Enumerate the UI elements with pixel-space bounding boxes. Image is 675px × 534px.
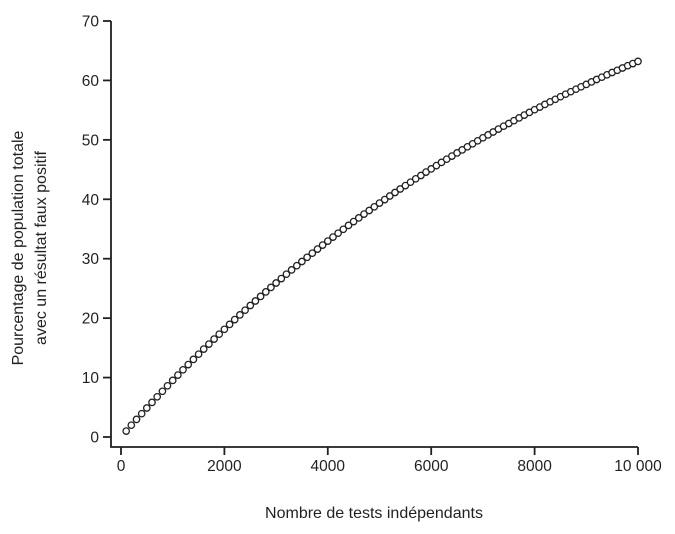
data-point <box>365 206 374 215</box>
y-tick-label: 60 <box>82 73 100 90</box>
data-point <box>174 371 182 379</box>
data-point <box>292 261 301 270</box>
data-series-markers <box>122 57 642 435</box>
data-point <box>318 241 327 249</box>
data-point <box>360 210 368 218</box>
data-point <box>251 297 260 305</box>
data-point <box>303 253 311 262</box>
data-point <box>220 325 229 334</box>
data-point <box>205 340 213 348</box>
data-point <box>344 221 353 230</box>
x-tick-label: 2000 <box>207 458 242 475</box>
y-tick-label: 20 <box>82 311 100 328</box>
data-point <box>132 415 141 424</box>
data-point <box>282 270 291 279</box>
data-point <box>391 188 399 197</box>
y-tick-label: 10 <box>82 370 100 387</box>
data-point <box>153 392 162 401</box>
data-point <box>406 178 415 187</box>
data-point <box>158 387 167 396</box>
x-axis-title: Nombre de tests indépendants <box>265 505 483 522</box>
x-tick-label: 4000 <box>311 458 346 475</box>
data-point <box>194 350 203 359</box>
data-point <box>163 381 172 390</box>
data-point <box>313 245 322 253</box>
data-point <box>225 320 234 329</box>
data-point <box>199 345 208 353</box>
y-tick-label: 70 <box>82 14 100 31</box>
y-tick-label: 40 <box>82 192 100 209</box>
x-tick-label: 6000 <box>414 458 449 475</box>
data-point <box>417 171 425 180</box>
x-tick-label: 0 <box>117 458 126 475</box>
data-point <box>277 274 286 283</box>
y-axis-title-line1: Pourcentage de population totale <box>10 130 27 365</box>
data-point <box>168 376 177 385</box>
data-point <box>236 311 244 319</box>
data-point <box>427 165 436 173</box>
data-point <box>127 421 136 430</box>
data-point <box>329 233 337 241</box>
data-point <box>261 288 270 296</box>
data-point <box>298 257 306 266</box>
data-point <box>230 315 239 324</box>
y-axis-title-line2: avec un résultat faux positif <box>33 151 50 345</box>
y-tick-label: 50 <box>82 132 100 149</box>
data-point <box>375 199 384 207</box>
data-point <box>148 398 156 407</box>
data-point <box>634 57 642 66</box>
x-tick-label: 10 000 <box>614 458 662 475</box>
data-point <box>354 214 363 222</box>
data-point <box>189 355 198 364</box>
data-point <box>142 404 151 412</box>
x-tick-label: 8000 <box>517 458 552 475</box>
data-point <box>308 249 317 258</box>
x-axis: 0 2000 4000 6000 8000 10 000 <box>117 447 662 475</box>
data-point <box>122 427 131 435</box>
y-tick-label: 0 <box>90 430 99 447</box>
data-point <box>179 365 187 374</box>
data-point <box>323 237 332 245</box>
data-point <box>272 279 280 287</box>
data-point <box>241 306 249 315</box>
data-point <box>370 202 379 211</box>
data-point <box>385 192 394 200</box>
y-axis: 0 10 20 30 40 50 60 70 <box>82 14 638 448</box>
data-point <box>256 292 265 301</box>
data-point <box>396 185 405 193</box>
data-point <box>210 335 218 343</box>
axis-spine <box>110 21 638 448</box>
data-point <box>137 409 146 418</box>
data-point <box>215 330 224 339</box>
data-point <box>411 174 420 183</box>
data-point <box>334 229 342 238</box>
data-point <box>184 360 193 369</box>
y-tick-label: 30 <box>82 251 100 268</box>
data-point <box>267 283 275 292</box>
data-point <box>349 217 358 226</box>
data-point <box>401 181 410 190</box>
data-point <box>287 266 296 274</box>
data-point <box>339 225 348 234</box>
data-point <box>380 195 389 204</box>
data-point <box>246 301 255 310</box>
